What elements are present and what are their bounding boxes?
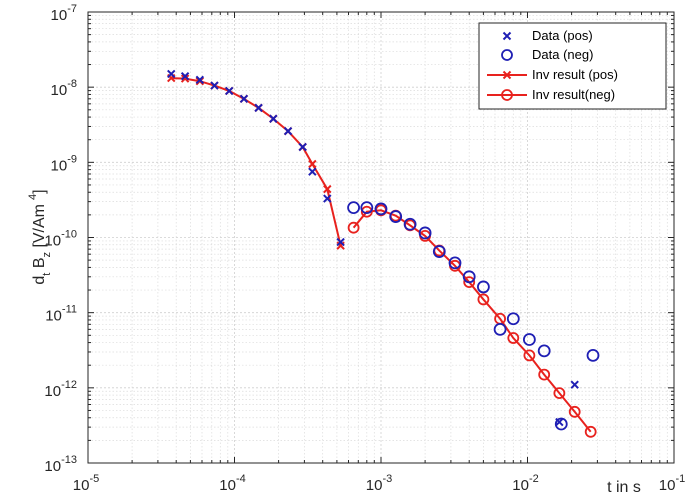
data-point	[584, 425, 597, 438]
y-label-b: B	[31, 258, 48, 273]
data-point	[507, 332, 520, 344]
data-point	[403, 217, 417, 231]
legend-entry-inv-pos: Inv result (pos)	[487, 67, 618, 82]
data-point	[432, 245, 446, 258]
x-axis-label: t in s	[607, 479, 641, 496]
legend-o-marker	[501, 89, 513, 101]
legend-x-marker	[502, 70, 512, 80]
y-tick-labels: 10-13 10-12 10-11 10-10 10-9 10-8 10-7	[44, 3, 77, 475]
data-point	[360, 205, 373, 218]
data-point	[506, 312, 520, 326]
data-point	[308, 167, 317, 176]
y-label-z-sub: z	[41, 252, 53, 258]
data-point	[323, 194, 332, 203]
data-point	[570, 380, 579, 389]
x-tick-label: 10-3	[366, 473, 392, 494]
data-point	[476, 280, 490, 294]
x-tick-labels: 10-5 10-4 10-3 10-2 10-1	[73, 473, 685, 494]
data-point	[522, 333, 536, 346]
legend-label-data-pos: Data (pos)	[532, 28, 593, 43]
series-0	[167, 69, 579, 427]
data-point	[308, 159, 317, 169]
y-label-close: ]	[31, 189, 48, 193]
data-point	[418, 226, 432, 240]
legend-label-data-neg: Data (neg)	[532, 47, 593, 62]
data-point	[167, 69, 176, 79]
x-tick-label: 10-4	[219, 473, 245, 494]
legend: Data (pos) Data (neg) Inv result (pos) I…	[478, 22, 667, 110]
data-point	[269, 114, 278, 123]
data-point	[210, 81, 219, 90]
legend-entry-data-neg: Data (neg)	[501, 47, 593, 62]
y-tick-label: 10-11	[45, 304, 77, 325]
data-point	[463, 276, 476, 289]
data-point	[477, 293, 490, 306]
x-tick-label: 10-1	[659, 473, 685, 494]
legend-marker-data-pos	[502, 31, 512, 41]
data-point	[389, 210, 403, 223]
legend-label-inv-neg: Inv result(neg)	[532, 87, 615, 102]
y-tick-label: 10-10	[44, 229, 77, 250]
data-point	[283, 126, 293, 136]
data-point	[448, 256, 462, 270]
legend-marker-inv-pos	[487, 70, 527, 80]
axis-ticks	[87, 11, 675, 464]
data-point	[254, 103, 263, 113]
data-point	[553, 387, 566, 400]
series-layer	[167, 69, 600, 438]
data-point	[336, 237, 345, 247]
data-point	[323, 184, 332, 194]
y-tick-label: 10-7	[51, 3, 77, 24]
y-tick-label: 10-12	[44, 379, 77, 400]
x-tick-label: 10-2	[512, 473, 538, 494]
y-label-unit-sup: 4	[27, 194, 39, 200]
data-point	[224, 86, 234, 96]
legend-marker-data-neg	[501, 49, 513, 61]
data-point	[568, 405, 581, 418]
data-point	[180, 74, 190, 83]
data-point	[347, 201, 360, 214]
data-point	[239, 94, 249, 104]
legend-o-marker	[501, 49, 513, 61]
data-point	[538, 368, 551, 381]
data-point	[180, 71, 190, 81]
x-tick-label: 10-5	[73, 473, 99, 494]
legend-x-marker	[502, 31, 512, 41]
y-label-d: d	[31, 276, 48, 285]
data-point	[462, 270, 476, 284]
y-tick-label: 10-13	[44, 454, 77, 475]
data-point	[374, 202, 388, 216]
data-point	[347, 221, 360, 234]
y-label-t-sub: t	[41, 273, 53, 276]
legend-entry-inv-neg: Inv result(neg)	[487, 87, 615, 102]
data-point	[360, 201, 374, 214]
data-point	[586, 349, 600, 362]
legend-label-inv-pos: Inv result (pos)	[532, 67, 618, 82]
data-point	[554, 417, 568, 431]
series-1	[347, 201, 600, 431]
legend-marker-inv-neg	[487, 89, 527, 101]
data-point	[298, 142, 307, 152]
y-tick-label: 10-9	[51, 153, 77, 174]
data-point	[537, 344, 551, 358]
data-point	[195, 75, 205, 85]
y-tick-label: 10-8	[51, 78, 77, 99]
data-point	[523, 349, 536, 362]
data-point	[493, 322, 507, 336]
y-label-unit: [V/Am	[31, 204, 48, 252]
legend-entry-data-pos: Data (pos)	[502, 28, 593, 43]
y-axis-label: dt Bz [V/Am 4]	[27, 189, 53, 284]
